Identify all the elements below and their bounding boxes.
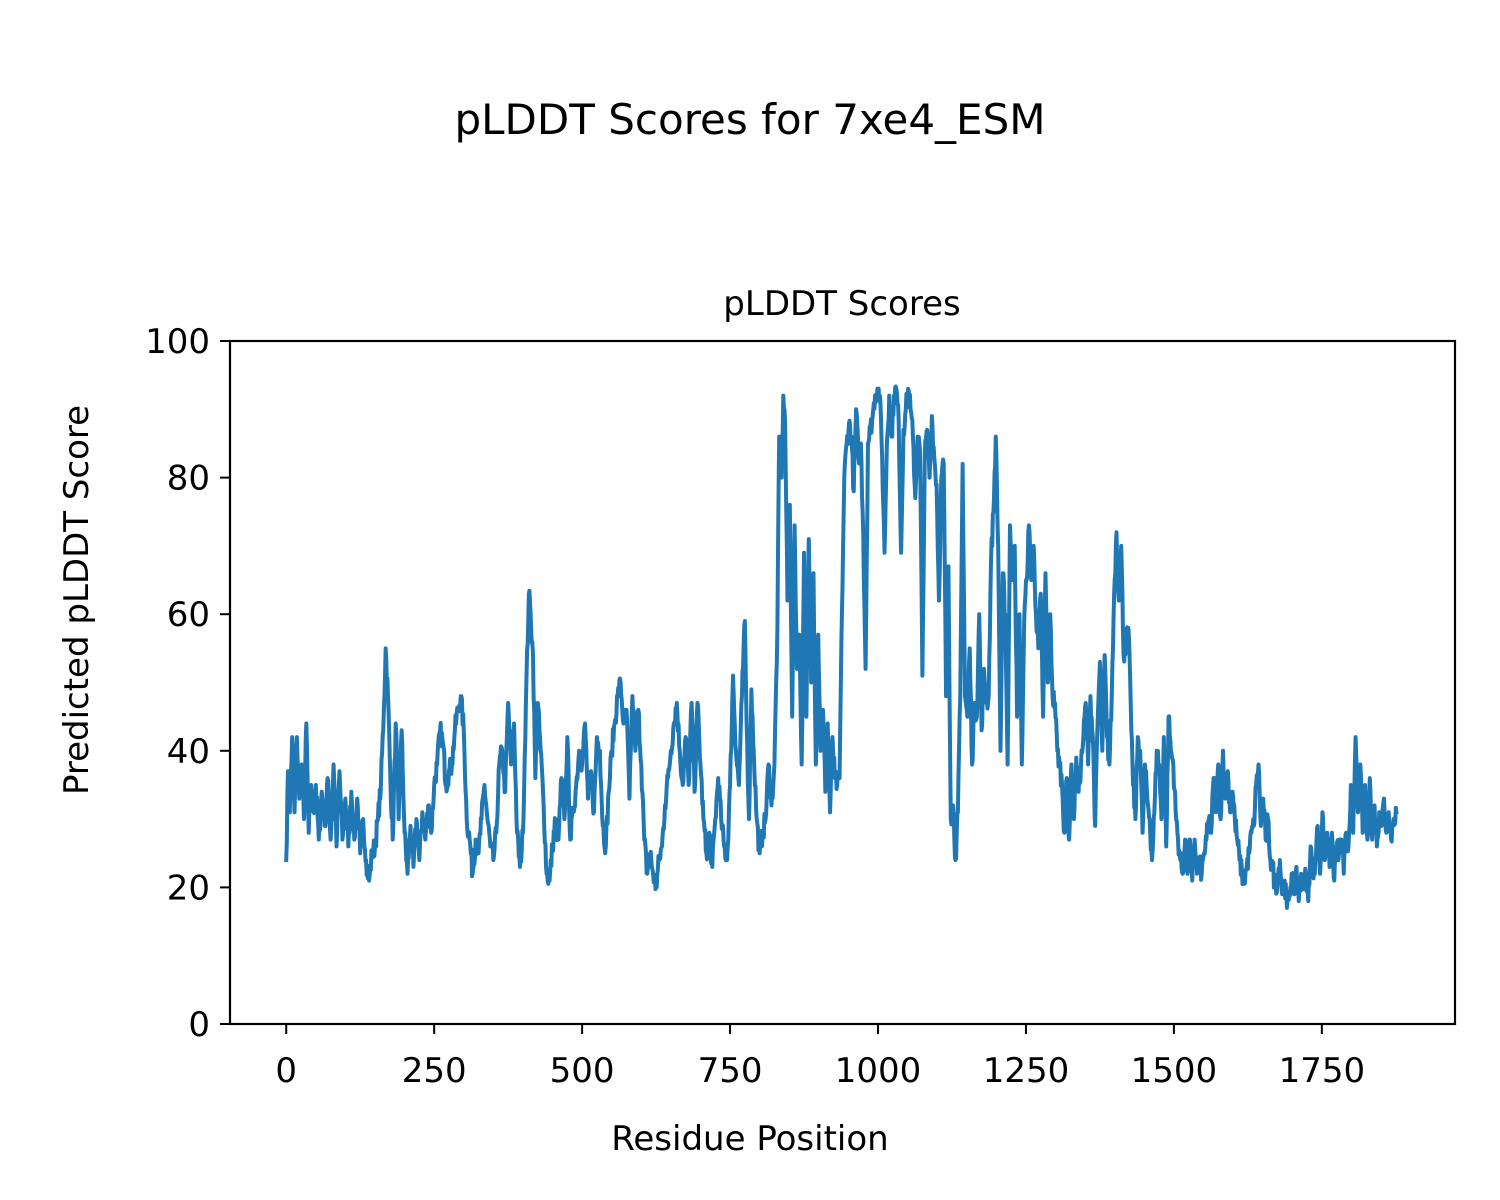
figure-suptitle: pLDDT Scores for 7xe4_ESM	[455, 95, 1046, 144]
x-axis: 0 250 500 750 1000 1250 1500 1750	[275, 1024, 1365, 1091]
y-tick-label: 100	[145, 322, 210, 362]
x-tick-label: 500	[550, 1051, 615, 1091]
axes-title: pLDDT Scores	[723, 284, 960, 324]
axes-frame	[228, 339, 1457, 1026]
plddt-series-line	[284, 384, 1399, 910]
y-tick-label: 0	[188, 1005, 210, 1045]
y-tick-label: 60	[167, 595, 210, 635]
y-axis-label: Predicted pLDDT Score	[57, 405, 97, 795]
x-tick-label: 0	[275, 1051, 297, 1091]
x-tick-label: 750	[698, 1051, 763, 1091]
x-tick-label: 1250	[983, 1051, 1070, 1091]
plot-area	[284, 384, 1399, 910]
x-tick-label: 1500	[1131, 1051, 1218, 1091]
x-axis-label: Residue Position	[611, 1119, 888, 1159]
y-tick-label: 20	[167, 868, 210, 908]
x-tick-label: 1750	[1279, 1051, 1366, 1091]
y-tick-label: 80	[167, 459, 210, 499]
x-tick-label: 1000	[835, 1051, 922, 1091]
y-axis: 0 20 40 60 80 100	[145, 322, 230, 1045]
x-tick-label: 250	[402, 1051, 467, 1091]
y-tick-label: 40	[167, 732, 210, 772]
